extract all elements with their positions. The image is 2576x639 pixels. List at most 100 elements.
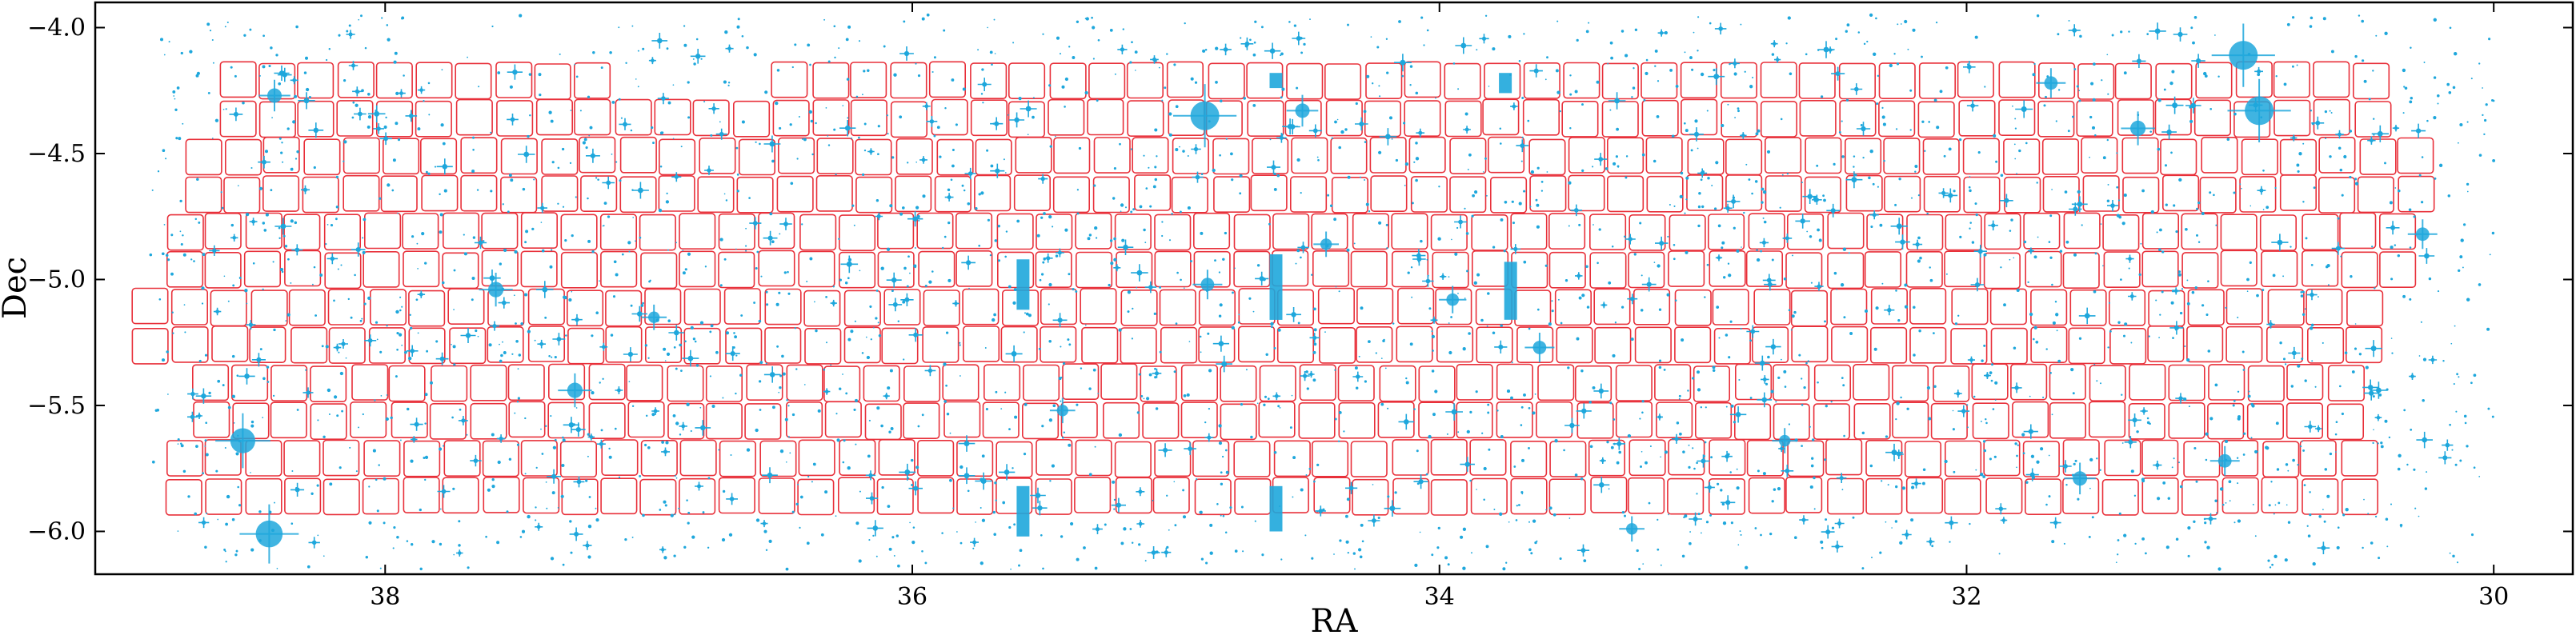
field-footprint (303, 138, 341, 176)
source-core (1312, 128, 1318, 134)
faint-source (491, 478, 495, 481)
faint-source (1645, 58, 1649, 62)
field-footprint (1745, 250, 1783, 287)
faint-source (1625, 176, 1628, 179)
faint-source (2390, 337, 2393, 339)
faint-source (1924, 150, 1926, 152)
faint-source (1958, 138, 1962, 142)
faint-source (1480, 318, 1484, 322)
faint-source (1725, 333, 1729, 337)
faint-source (786, 399, 788, 401)
faint-source (2161, 290, 2164, 294)
source-core (2338, 132, 2342, 137)
source-core (927, 368, 933, 373)
faint-source (1138, 373, 1141, 376)
faint-source (2205, 313, 2209, 317)
faint-source (799, 526, 801, 529)
field-footprint (402, 213, 439, 250)
faint-source (262, 417, 264, 418)
faint-source (2473, 373, 2477, 377)
faint-source (1912, 28, 1916, 32)
faint-source (1621, 30, 1625, 33)
faint-source (375, 321, 379, 324)
field-footprint (573, 62, 611, 99)
faint-source (2362, 546, 2364, 549)
source-core (1014, 117, 1020, 123)
faint-source (1411, 296, 1413, 298)
field-footprint (579, 136, 616, 174)
field-footprint (600, 477, 638, 515)
source-core (1929, 539, 1933, 544)
faint-source (1469, 410, 1472, 414)
faint-source (765, 549, 768, 552)
field-footprint (527, 288, 565, 325)
faint-source (1483, 466, 1487, 471)
field-footprint (1408, 136, 1446, 174)
faint-source (1738, 378, 1741, 381)
faint-source (1879, 551, 1882, 554)
faint-source (1166, 494, 1168, 497)
faint-source (994, 481, 997, 485)
faint-source (1741, 246, 1742, 248)
faint-source (1468, 153, 1472, 157)
field-footprint (1392, 477, 1430, 515)
faint-source (1239, 174, 1243, 178)
faint-source (1214, 259, 1216, 262)
faint-source (1786, 172, 1789, 175)
faint-source (2123, 533, 2127, 537)
source-core (512, 70, 518, 75)
faint-source (1313, 480, 1316, 483)
field-footprint (1352, 213, 1389, 250)
faint-source (2217, 567, 2221, 571)
source-core (606, 180, 611, 186)
faint-source (508, 457, 512, 461)
faint-source (383, 521, 386, 525)
faint-source (1190, 260, 1192, 263)
faint-source (1415, 142, 1418, 145)
faint-source (1980, 473, 1984, 477)
faint-source (585, 479, 588, 482)
faint-source (1144, 560, 1147, 562)
source-core (995, 168, 1000, 174)
faint-source (1154, 367, 1156, 370)
field-footprint (2104, 439, 2141, 477)
faint-source (170, 272, 174, 276)
faint-source (1468, 332, 1471, 335)
field-footprint (1629, 214, 1666, 251)
faint-source (515, 339, 519, 343)
faint-source (325, 242, 327, 246)
field-footprint (1892, 401, 1929, 439)
field-footprint (878, 438, 915, 476)
field-footprint (2114, 62, 2152, 100)
field-footprint (302, 176, 339, 214)
faint-source (765, 290, 768, 294)
faint-source (2453, 383, 2455, 385)
faint-source (1897, 23, 1899, 26)
source-core (884, 394, 888, 398)
faint-source (1721, 241, 1725, 245)
faint-source (477, 335, 479, 337)
source-core (536, 525, 541, 529)
source-core (892, 302, 898, 307)
faint-source (1649, 445, 1652, 448)
faint-source (1091, 16, 1093, 19)
faint-source (1709, 22, 1712, 25)
faint-source (1218, 271, 1221, 274)
faint-source (1263, 403, 1266, 406)
faint-source (2193, 446, 2197, 450)
faint-source (1019, 549, 1023, 553)
faint-source (1267, 397, 1270, 400)
faint-source (338, 351, 340, 353)
faint-source (1276, 174, 1280, 178)
bright-source (2044, 76, 2058, 90)
faint-source (524, 417, 527, 420)
field-footprint (495, 62, 533, 98)
faint-source (1256, 402, 1259, 405)
faint-source (588, 134, 591, 137)
source-core (374, 110, 380, 117)
faint-source (907, 255, 910, 258)
faint-source (771, 240, 775, 244)
faint-source (305, 369, 307, 371)
source-core (576, 479, 582, 485)
faint-source (212, 62, 214, 64)
